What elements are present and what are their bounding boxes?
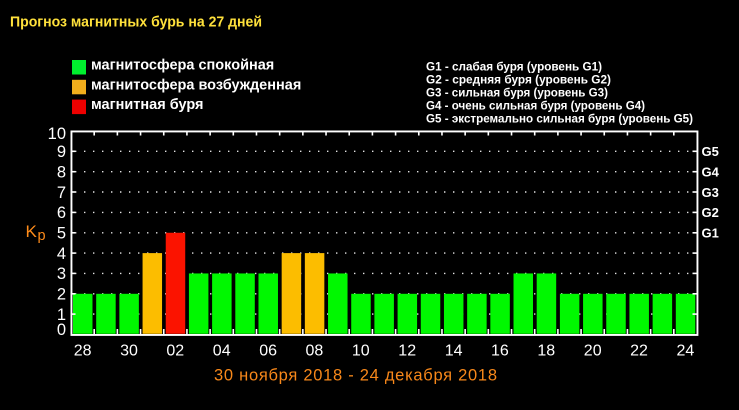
svg-text:G5: G5: [702, 144, 719, 159]
svg-text:28: 28: [74, 342, 92, 359]
svg-text:G1 - слабая буря (уровень G1): G1 - слабая буря (уровень G1): [426, 59, 602, 73]
svg-text:2: 2: [57, 286, 66, 304]
svg-text:G1: G1: [702, 226, 719, 241]
svg-text:3: 3: [57, 265, 66, 283]
svg-text:1: 1: [57, 306, 66, 324]
svg-text:G2: G2: [702, 205, 719, 220]
svg-text:7: 7: [57, 184, 66, 202]
svg-text:магнитосфера возбужденная: магнитосфера возбужденная: [91, 77, 301, 93]
svg-text:G4: G4: [702, 165, 720, 180]
svg-text:4: 4: [57, 245, 66, 263]
svg-text:K: K: [26, 222, 38, 241]
svg-text:30: 30: [120, 342, 138, 359]
svg-text:5: 5: [57, 225, 66, 243]
svg-text:G3: G3: [702, 185, 719, 200]
svg-text:9: 9: [57, 143, 66, 161]
svg-text:30 ноября 2018 - 24 декабря 20: 30 ноября 2018 - 24 декабря 2018: [214, 367, 497, 385]
svg-text:02: 02: [166, 342, 184, 359]
svg-text:08: 08: [306, 342, 324, 359]
svg-text:18: 18: [537, 342, 555, 359]
svg-text:G3 - сильная буря (уровень G3): G3 - сильная буря (уровень G3): [426, 85, 608, 99]
svg-text:Прогноз магнитных бурь на 27 д: Прогноз магнитных бурь на 27 дней: [10, 14, 262, 31]
svg-text:16: 16: [491, 342, 509, 359]
svg-text:10: 10: [352, 342, 370, 359]
svg-text:магнитная буря: магнитная буря: [91, 97, 204, 113]
svg-text:04: 04: [213, 342, 231, 359]
svg-text:10: 10: [48, 125, 66, 143]
svg-text:G2 - средняя буря (уровень G2): G2 - средняя буря (уровень G2): [426, 72, 611, 86]
svg-text:G4 - очень сильная буря (урове: G4 - очень сильная буря (уровень G4): [426, 98, 645, 112]
svg-text:8: 8: [57, 164, 66, 182]
svg-text:24: 24: [677, 342, 695, 359]
svg-text:p: p: [38, 228, 46, 244]
svg-text:20: 20: [584, 342, 602, 359]
svg-text:0: 0: [57, 321, 66, 339]
svg-text:22: 22: [630, 342, 648, 359]
svg-text:магнитосфера спокойная: магнитосфера спокойная: [91, 58, 274, 74]
svg-text:06: 06: [259, 342, 277, 359]
svg-text:14: 14: [445, 342, 463, 359]
svg-text:6: 6: [57, 204, 66, 222]
svg-text:G5 - экстремально сильная буря: G5 - экстремально сильная буря (уровень …: [426, 111, 693, 125]
svg-text:12: 12: [398, 342, 416, 359]
